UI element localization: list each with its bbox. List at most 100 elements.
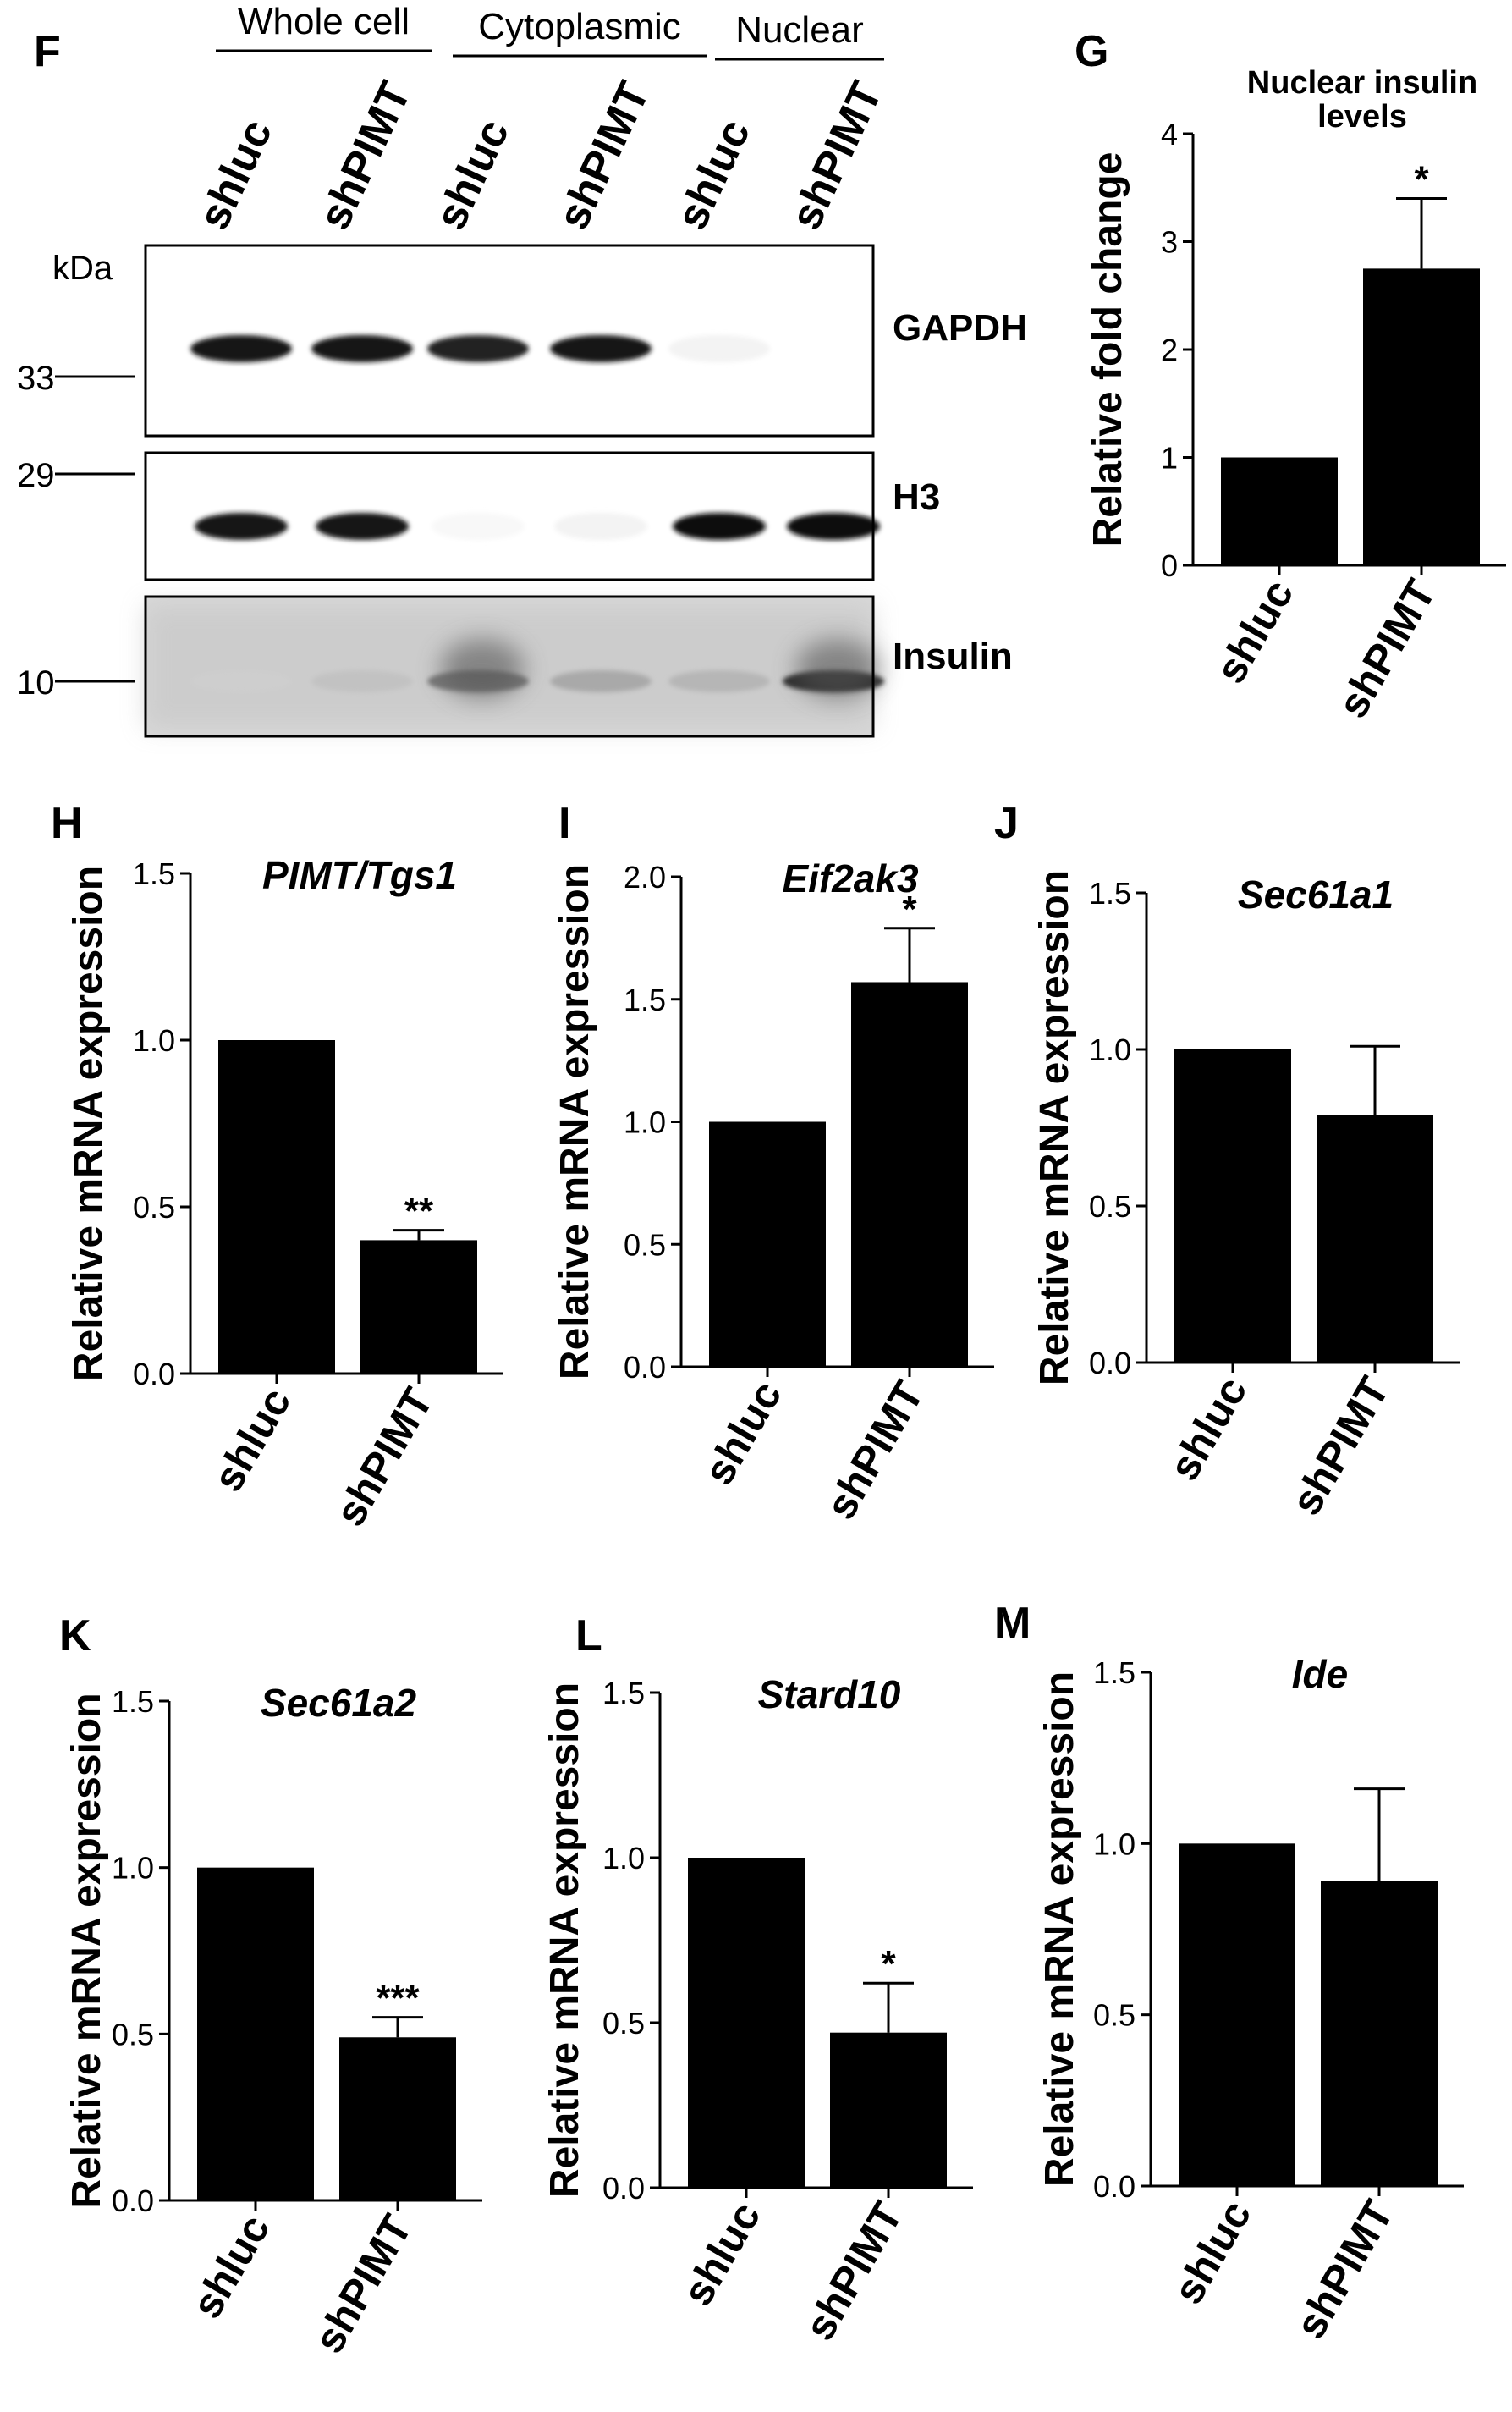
y-tick-label: 0.5 [624,1227,666,1262]
protein-band [550,335,652,362]
bar-shluc [1174,1049,1291,1363]
protein-band [787,513,880,540]
y-tick-label: 1.0 [1089,1033,1131,1067]
lane-label: shluc [667,112,760,237]
y-tick-label: 2.0 [624,860,666,895]
blot-strip-insulin: Insulin 10 [17,595,1013,738]
panel-label-L: L [575,1611,602,1660]
blot-border [144,595,875,738]
size-marker-label: 29 [17,457,55,494]
y-axis-title: Relative mRNA expression [1032,870,1077,1385]
chart-H: H 0.0 0.5 1.0 1.5 Relative mRNA expression shl… [51,799,503,1534]
y-tick-label: 0.0 [1093,2169,1135,2204]
chart-M: M 0.0 0.5 1.0 1.5 Relative mRNA expression shl… [994,1599,1464,2346]
y-tick-label: 1.5 [1093,1655,1135,1690]
y-axis-title: Relative mRNA expression [542,1682,587,2198]
y-tick-label: 0.5 [133,1190,175,1225]
y-axis-title: Relative mRNA expression [64,1693,109,2208]
lane-label: shluc [189,112,282,237]
y-tick-label: 1.5 [624,983,666,1017]
group-label: Whole cell [238,1,410,42]
chart-title: Ide [1292,1652,1348,1696]
blot-border [144,451,875,581]
y-tick-label: 1.5 [133,856,175,891]
protein-band [190,335,292,362]
bar-shPIMT [1363,268,1480,565]
x-tick-label: shPIMT [1286,2193,1402,2347]
bar-shluc [197,1867,314,2200]
blot-border [144,244,875,438]
chart-title: Nuclear insulin [1247,65,1477,101]
y-tick-label: 0.0 [1089,1346,1131,1380]
protein-band [311,335,413,362]
panel-label-M: M [994,1599,1031,1648]
x-tick-label: shPIMT [305,2207,421,2361]
y-axis-title: Relative fold change [1086,152,1130,548]
chart-title: Sec61a1 [1238,873,1394,917]
y-tick-label: 4 [1161,117,1178,151]
bar-shluc [218,1040,335,1374]
size-marker-label: 33 [17,360,55,397]
x-tick-label: shPIMT [1282,1369,1398,1523]
chart-title: Stard10 [758,1672,901,1716]
bar-shPIMT [1317,1115,1433,1363]
lane-label: shluc [426,112,519,237]
significance-marker: *** [376,1978,420,2019]
protein-band [668,670,770,692]
panel-label-J: J [994,799,1019,848]
chart-title: levels [1317,99,1407,135]
significance-marker: * [881,1943,896,1985]
y-tick-label: 1.0 [1093,1826,1135,1861]
y-axis-title: Relative mRNA expression [66,866,111,1381]
protein-band [550,670,652,692]
bar-shPIMT [339,2037,456,2200]
x-tick-label: shPIMT [795,2194,911,2349]
bar-shluc [709,1121,826,1367]
chart-J: J 0.0 0.5 1.0 1.5 Relative mRNA expression shl… [994,799,1460,1523]
y-tick-label: 1.0 [624,1105,666,1140]
chart-title: PIMT/Tgs1 [262,853,457,897]
blot-strip-h3: H3 29 [17,451,940,581]
group-label: Cytoplasmic [478,6,681,47]
protein-band [673,513,766,540]
significance-marker: * [1414,159,1429,201]
protein-band [190,670,292,692]
x-tick-label: shluc [183,2207,279,2327]
bar-shPIMT [360,1240,477,1374]
protein-label: GAPDH [893,307,1027,349]
bar-shPIMT [830,2032,947,2188]
protein-band [427,335,529,362]
y-tick-label: 0.0 [624,1350,666,1385]
y-tick-label: 2 [1161,333,1178,367]
panel-label-K: K [59,1611,91,1660]
protein-band [316,513,409,540]
y-tick-label: 0.0 [112,2183,154,2218]
significance-marker: * [902,889,917,930]
panel-label-G: G [1075,27,1108,76]
protein-band [554,513,647,540]
x-tick-label: shluc [674,2194,770,2314]
x-tick-label: shluc [1160,1369,1256,1489]
protein-label: H3 [893,476,940,518]
bar-shluc [1221,457,1338,565]
bar-shPIMT [1321,1881,1438,2186]
protein-band-smear [440,639,525,698]
panel-label-H: H [51,799,83,848]
y-tick-label: 0.0 [133,1357,175,1391]
y-tick-label: 0.0 [602,2171,645,2205]
chart-G: G 0 1 2 3 4 Relative fold change shluc * shPIMT Nu… [1075,27,1506,725]
bar-shluc [688,1858,805,2188]
y-tick-label: 0.5 [112,2017,154,2051]
y-tick-label: 1.5 [1089,876,1131,911]
y-tick-label: 1.5 [602,1676,645,1710]
bar-shPIMT [851,982,968,1367]
chart-L: L 0.0 0.5 1.0 1.5 Relative mRNA expression shl… [542,1611,973,2348]
y-tick-label: 3 [1161,225,1178,260]
y-tick-label: 0.5 [1093,1998,1135,2033]
blot-strip-gapdh: GAPDH 33 [17,244,1027,438]
x-tick-label: shluc [1164,2193,1261,2312]
x-tick-label: shPIMT [816,1374,932,1528]
protein-band [311,670,413,692]
